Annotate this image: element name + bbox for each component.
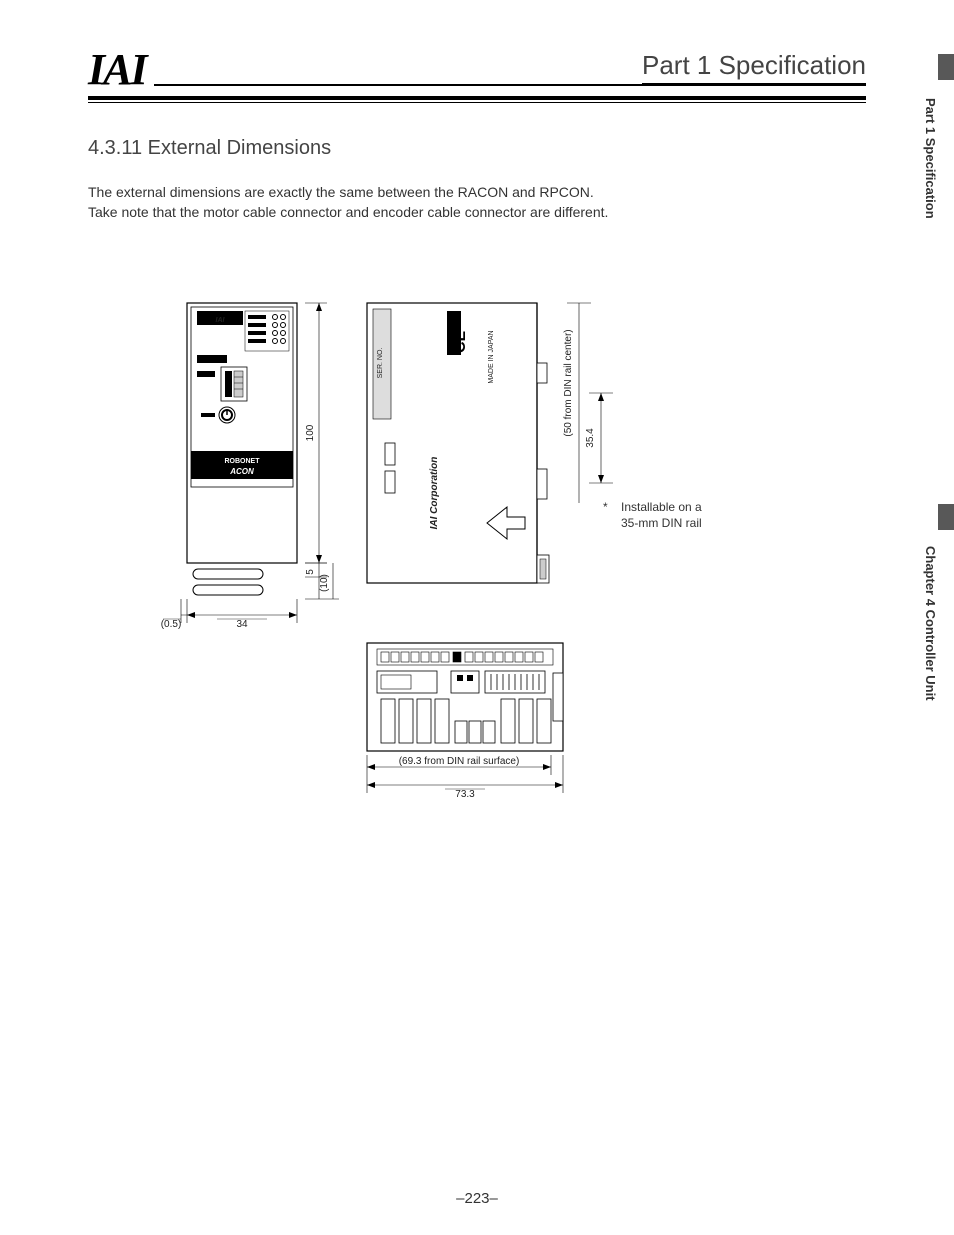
- svg-text:73.3: 73.3: [455, 789, 475, 800]
- brand-logo: IAI: [88, 48, 146, 92]
- svg-text:IAI: IAI: [216, 317, 226, 324]
- page-number: –223–: [0, 1190, 954, 1207]
- svg-text:ACON: ACON: [229, 467, 254, 476]
- svg-text:(10): (10): [319, 574, 330, 592]
- tab-marker-bottom: [938, 504, 954, 530]
- body-paragraph-1: The external dimensions are exactly the …: [88, 182, 866, 202]
- svg-text:100: 100: [305, 424, 316, 441]
- tab-label-part1: Part 1 Specification: [923, 98, 938, 219]
- svg-text:34: 34: [236, 619, 248, 630]
- page: IAI Part 1 Specification 4.3.11 External…: [0, 0, 954, 1235]
- body-paragraph-2: Take note that the motor cable connector…: [88, 202, 866, 222]
- header-underline: [88, 102, 866, 103]
- svg-text:5: 5: [305, 568, 316, 574]
- footnote-line1: Installable on a: [621, 500, 702, 514]
- tab-label-chapter4: Chapter 4 Controller Unit: [923, 546, 938, 701]
- svg-text:(50 from DIN rail center): (50 from DIN rail center): [563, 329, 574, 436]
- page-header: IAI Part 1 Specification: [88, 48, 866, 100]
- svg-text:(0.5): (0.5): [161, 619, 182, 630]
- svg-text:MADE IN JAPAN: MADE IN JAPAN: [488, 330, 495, 383]
- svg-text:(69.3 from DIN rail surface): (69.3 from DIN rail surface): [399, 756, 520, 767]
- svg-text:SER. NO.: SER. NO.: [377, 347, 384, 378]
- dimension-diagram: IAI: [88, 293, 866, 833]
- section-heading: 4.3.11 External Dimensions: [88, 137, 866, 160]
- side-tab-bar: Part 1 Specification Chapter 4 Controlle…: [910, 0, 954, 1235]
- footnote-star: *: [603, 500, 608, 514]
- svg-text:35.4: 35.4: [585, 427, 596, 447]
- svg-text:IAI Corporation: IAI Corporation: [429, 456, 440, 529]
- svg-text:ROBONET: ROBONET: [225, 458, 261, 465]
- footnote-line2: 35-mm DIN rail: [621, 516, 702, 530]
- part-title: Part 1 Specification: [642, 50, 866, 85]
- tab-marker-top: [938, 54, 954, 80]
